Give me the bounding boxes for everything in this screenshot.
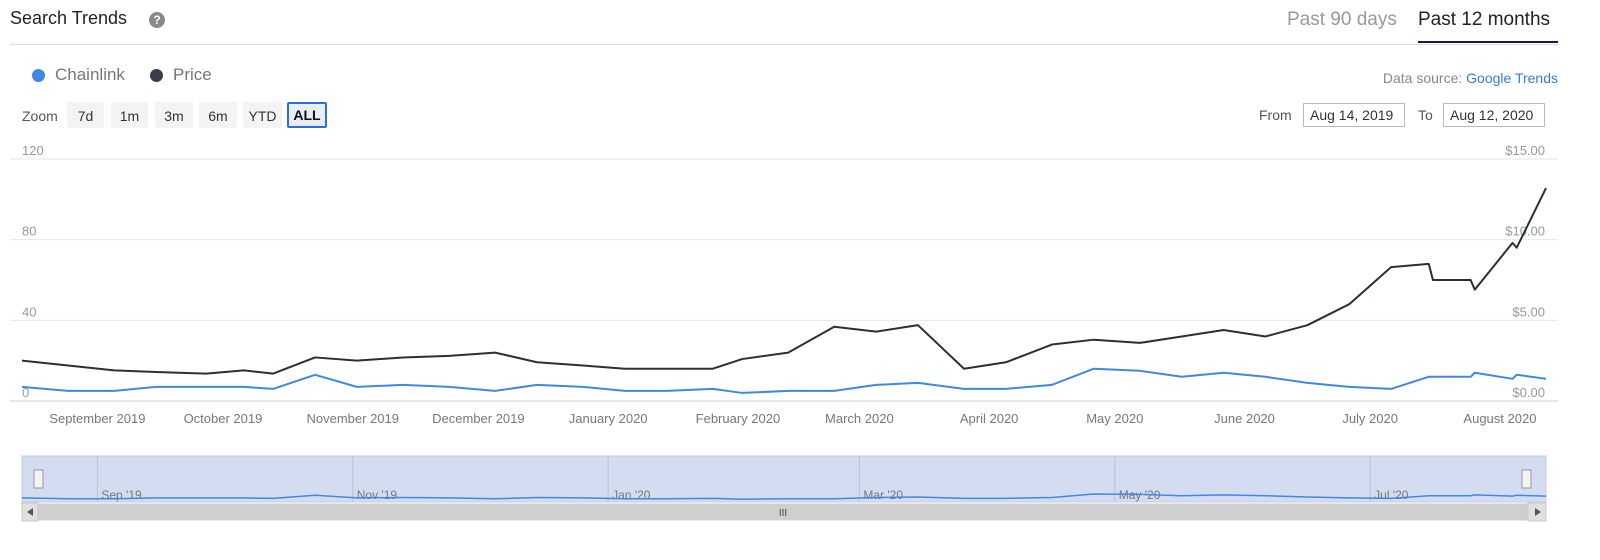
x-tick-label: June 2020 — [1214, 411, 1275, 426]
navigator-selection — [21, 455, 1547, 503]
y-left-tick-label: 0 — [22, 385, 29, 400]
x-tick-label: November 2019 — [307, 411, 400, 426]
x-axis-labels: September 2019 October 2019 November 2019 D… — [49, 411, 1536, 426]
zoom-3m-button[interactable]: 3m — [155, 102, 193, 128]
legend-item-price[interactable]: Price — [150, 65, 212, 85]
legend-item-chainlink[interactable]: Chainlink — [32, 65, 125, 85]
page-title: Search Trends — [10, 8, 128, 28]
x-tick-label: February 2020 — [696, 411, 781, 426]
zoom-6m-button[interactable]: 6m — [199, 102, 237, 128]
scrollbar-thumb — [38, 504, 1528, 520]
navigator-right-handle — [1521, 469, 1532, 489]
zoom-7d-button[interactable]: 7d — [67, 102, 104, 128]
y-right-tick-label: $15.00 — [1505, 143, 1545, 158]
google-trends-link[interactable]: Google Trends — [1466, 70, 1558, 86]
to-label: To — [1418, 107, 1433, 123]
x-tick-label: April 2020 — [960, 411, 1019, 426]
legend-label-chainlink: Chainlink — [55, 65, 125, 84]
legend-dot-chainlink — [32, 68, 45, 82]
zoom-1m-button[interactable]: 1m — [111, 102, 148, 128]
y-axis-right: $0.00$5.00$10.00$15.00 — [1505, 143, 1545, 400]
x-tick-label: January 2020 — [569, 411, 648, 426]
zoom-ytd-button[interactable]: YTD — [243, 102, 282, 128]
scroll-right-arrow-icon — [1535, 508, 1541, 516]
x-tick-label: July 2020 — [1342, 411, 1398, 426]
data-source: Data source: Google Trends — [1383, 70, 1558, 86]
navigator-left-handle — [33, 469, 44, 489]
x-tick-label: December 2019 — [432, 411, 525, 426]
navigator: Sep '19 Nov '19 Jan '20 Mar '20 May '20 Jul '… — [21, 455, 1547, 522]
navigator-tick-label: Sep '19 — [101, 488, 142, 502]
y-right-tick-label: $5.00 — [1512, 304, 1545, 319]
active-tab-underline — [1418, 41, 1558, 43]
grid-lines — [10, 158, 1558, 402]
navigator-tick-label: Nov '19 — [357, 488, 398, 502]
x-tick-label: May 2020 — [1086, 411, 1143, 426]
series-line-price — [21, 187, 1547, 375]
y-axis-left: 0 40 80 120 — [22, 143, 44, 400]
tab-past-90-days[interactable]: Past 90 days — [1287, 9, 1397, 30]
y-left-tick-label: 40 — [22, 304, 36, 319]
navigator-tick-label: Jul '20 — [1374, 488, 1409, 502]
navigator-tick-label: Jan '20 — [612, 488, 651, 502]
zoom-label: Zoom — [22, 108, 58, 124]
x-tick-label: October 2019 — [184, 411, 263, 426]
header-divider — [10, 44, 1558, 45]
navigator-tick-label: Mar '20 — [863, 488, 903, 502]
y-left-tick-label: 80 — [22, 224, 36, 239]
scrollbar-grip-icon: III — [779, 508, 787, 519]
scroll-left-arrow-icon — [27, 508, 33, 516]
x-tick-label: August 2020 — [1463, 411, 1536, 426]
x-tick-label: September 2019 — [49, 411, 145, 426]
data-source-prefix: Data source: — [1382, 70, 1467, 86]
legend-dot-price — [150, 68, 163, 82]
series-line-chainlink — [21, 367, 1547, 394]
help-icon[interactable]: ? — [149, 12, 165, 28]
zoom-all-button[interactable]: ALL — [287, 102, 327, 128]
legend-label-price: Price — [173, 65, 212, 84]
tab-past-12-months[interactable]: Past 12 months — [1418, 9, 1551, 30]
y-left-tick-label: 120 — [22, 143, 44, 158]
series-lines — [21, 187, 1547, 394]
x-tick-label: March 2020 — [825, 411, 894, 426]
navigator-series-line — [21, 493, 1547, 500]
from-label: From — [1259, 107, 1292, 123]
to-date-input[interactable] — [1443, 103, 1545, 127]
from-date-input[interactable] — [1303, 103, 1405, 127]
y-right-tick-label: $0.00 — [1512, 385, 1545, 400]
